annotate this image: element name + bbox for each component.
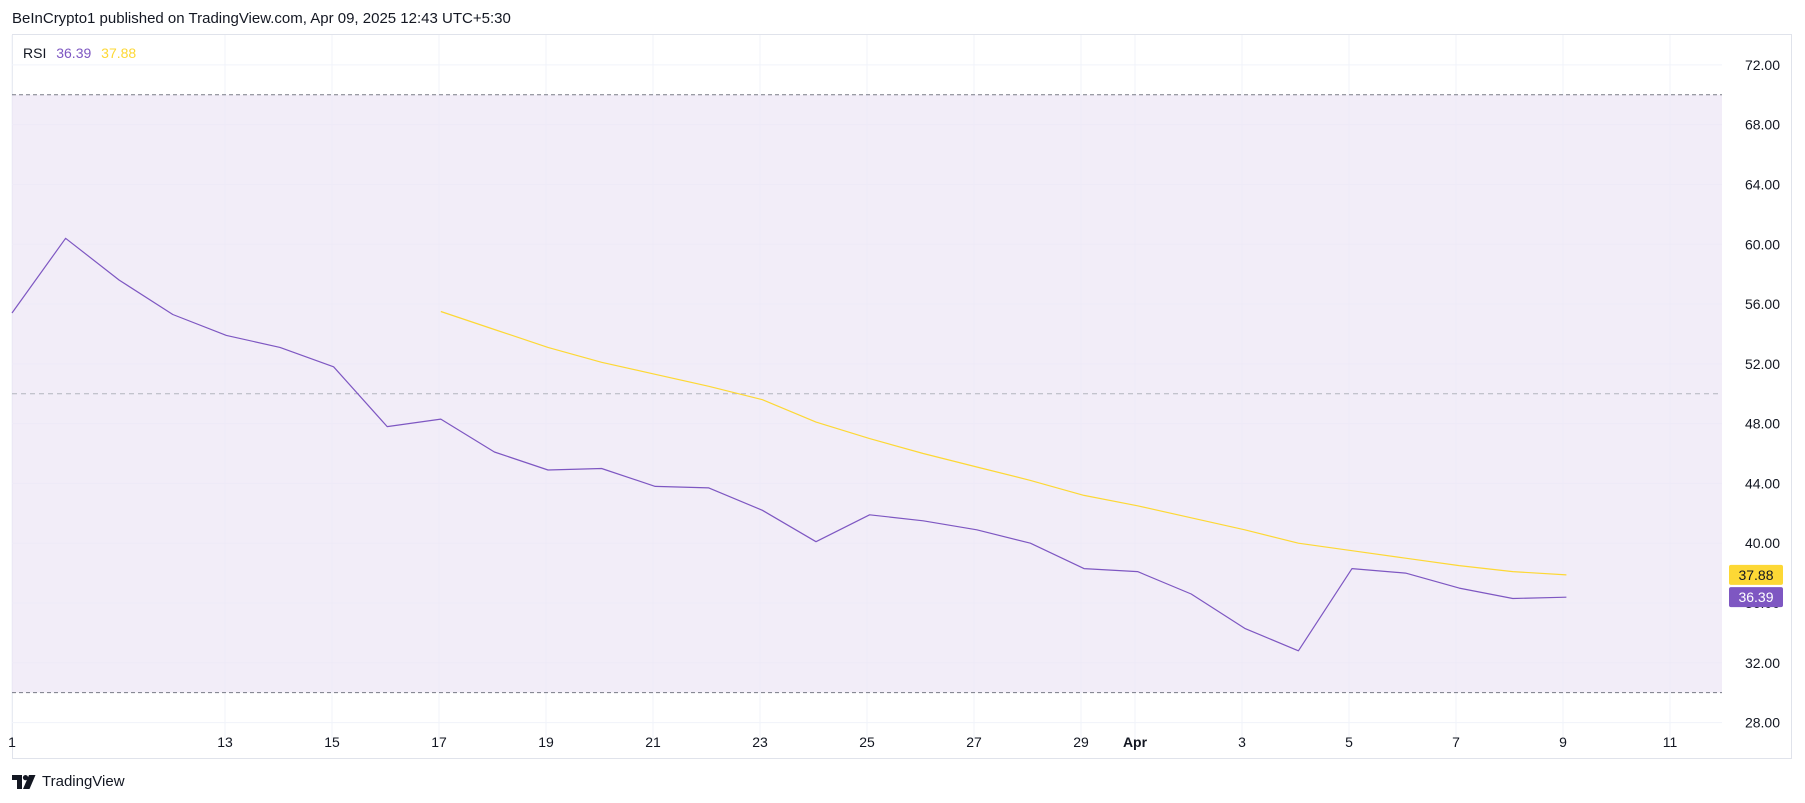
x-tick-label: 3 xyxy=(1238,734,1246,750)
rsi-ma-last-value-badge xyxy=(1729,564,1783,585)
x-tick-label: 11 xyxy=(1663,734,1678,750)
x-tick-label: 19 xyxy=(538,734,554,750)
y-tick-label: 28.00 xyxy=(1745,715,1780,731)
publisher-header: BeInCrypto1 published on TradingView.com… xyxy=(12,10,511,27)
rsi-last-value-badge xyxy=(1729,587,1783,608)
x-tick-label: 23 xyxy=(752,734,768,750)
x-tick-label: 9 xyxy=(1559,734,1567,750)
tradingview-logo[interactable]: TradingView xyxy=(12,773,125,790)
y-tick-label: 48.00 xyxy=(1745,416,1780,432)
x-tick-label: 7 xyxy=(1452,734,1460,750)
y-tick-label: 64.00 xyxy=(1745,176,1780,192)
chart-legend: RSI 36.39 37.88 xyxy=(23,45,142,61)
y-tick-label: 72.00 xyxy=(1745,57,1780,73)
badge-layer: 37.88 36.39 xyxy=(1729,564,1783,608)
rsi-ma-line xyxy=(440,310,1567,576)
y-tick-label: 60.00 xyxy=(1745,236,1780,252)
rsi-ma-last-value-badge-text: 37.88 xyxy=(1738,567,1773,583)
rsi-line xyxy=(11,237,1567,652)
x-tick-label: Apr xyxy=(1123,734,1148,750)
y-tick-label: 40.00 xyxy=(1745,535,1780,551)
tradingview-brand-label: TradingView xyxy=(42,773,125,790)
rsi-band-layer xyxy=(12,94,1722,694)
x-tick-label: 29 xyxy=(1073,734,1089,750)
legend-title: RSI xyxy=(23,45,47,61)
x-tick-label: 15 xyxy=(324,734,340,750)
x-tick-label: 17 xyxy=(431,734,447,750)
legend-rsi-value: 36.39 xyxy=(56,45,92,61)
axis-layer: 72.00 68.00 64.00 60.00 56.00 52.00 48.00 44.00… xyxy=(8,57,1780,750)
x-tick-label: 5 xyxy=(1345,734,1353,750)
series-layer xyxy=(11,237,1567,652)
legend-rsi-ma-value: 37.88 xyxy=(101,45,137,61)
rsi-last-value-badge-text: 36.39 xyxy=(1738,589,1773,605)
y-tick-label: 56.00 xyxy=(1745,296,1780,312)
tradingview-logo-icon xyxy=(12,774,36,789)
x-tick-label: 21 xyxy=(645,734,661,750)
x-tick-label: 13 xyxy=(217,734,233,750)
x-tick-label: 27 xyxy=(966,734,982,750)
x-tick-label: 25 xyxy=(859,734,875,750)
y-tick-label: 68.00 xyxy=(1745,117,1780,133)
y-tick-label: 44.00 xyxy=(1745,475,1780,491)
y-tick-label: 32.00 xyxy=(1745,655,1780,671)
x-tick-label: 1 xyxy=(8,734,16,750)
y-tick-label: 52.00 xyxy=(1745,356,1780,372)
